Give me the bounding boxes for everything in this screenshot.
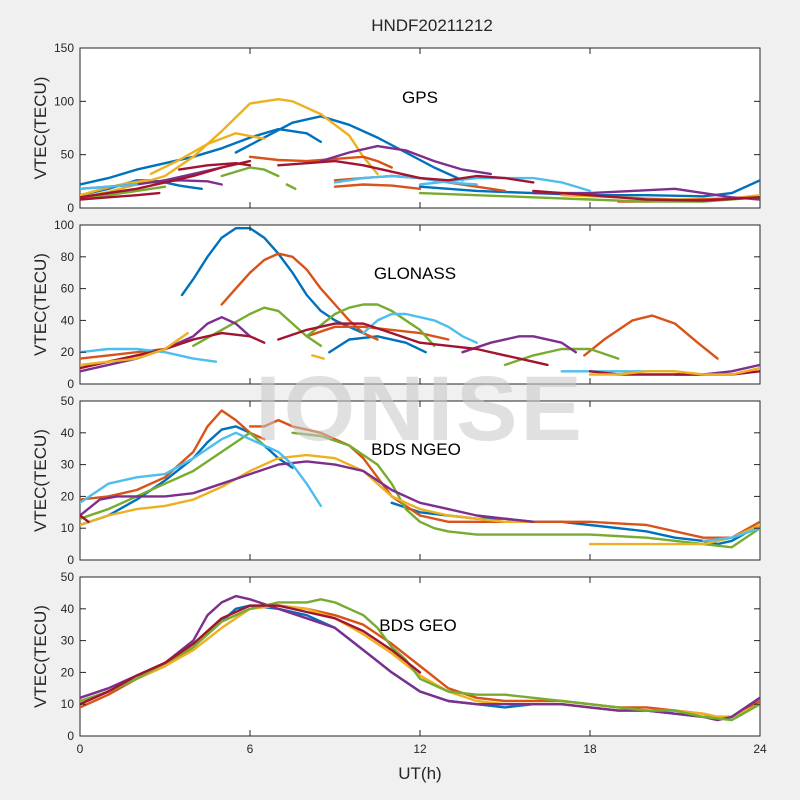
x-tick-label: 24 [753,742,767,756]
axes-box [79,400,761,561]
series-line [583,314,719,360]
y-axis-label: VTEC(TECU) [31,77,50,180]
series-line [328,335,427,354]
series-line [80,598,760,722]
series-line [418,341,549,367]
series-line [532,189,760,202]
series-line [192,306,322,347]
y-tick-label: 40 [61,313,75,327]
figure-title: HNDF20211212 [371,16,493,35]
series-line [80,347,218,363]
series-line [80,191,161,201]
y-tick-label: 100 [54,94,74,108]
series-line [285,183,297,191]
y-tick-label: 150 [54,41,74,55]
panel-annotation: BDS GEO [379,616,456,635]
y-tick-label: 100 [54,218,74,232]
series-line [80,514,90,523]
series-line [80,594,760,722]
series-line [80,453,535,527]
series-line [588,366,760,376]
axes-1: 0 20 40 60 80 100 VTEC(TECU) GLONASS [31,218,761,391]
series-line [418,176,592,193]
axes-2: 0 10 20 30 40 50 VTEC(TECU) BDS NGEO [31,394,761,567]
y-tick-label: 20 [61,665,75,679]
y-tick-label: 0 [67,377,74,391]
x-tick-label: 18 [583,742,597,756]
series-group [80,226,760,376]
y-tick-label: 0 [67,553,74,567]
y-axis-label: VTEC(TECU) [31,605,50,708]
series-line [80,604,422,706]
series-line [362,312,478,344]
series-line [177,161,252,171]
series-line [291,431,760,549]
series-line [220,166,280,178]
watermark: IONISE [255,358,585,460]
y-tick-label: 20 [61,489,75,503]
y-axis-label: VTEC(TECU) [31,429,50,532]
series-line [149,132,266,176]
panel-annotation: GLONASS [374,264,456,283]
x-tick-label: 0 [77,742,84,756]
series-line [248,155,393,169]
x-tick-label: 12 [413,742,427,756]
y-tick-label: 40 [61,426,75,440]
panel-annotation: GPS [402,88,438,107]
y-tick-label: 50 [61,148,75,162]
y-tick-label: 60 [61,282,75,296]
series-line [277,159,535,184]
series-line [80,127,322,186]
series-line [80,331,189,367]
series-line [311,354,325,360]
series-group [80,409,760,549]
y-tick-label: 50 [61,570,75,584]
y-axis-label: VTEC(TECU) [31,253,50,356]
series-line [305,303,436,347]
panel-annotation: BDS NGEO [371,440,461,459]
y-tick-label: 0 [67,201,74,215]
series-line [80,183,138,191]
y-tick-label: 20 [61,345,75,359]
series-line [418,179,760,198]
series-line [702,527,760,543]
series-group [80,97,760,203]
series-group [80,594,760,722]
axes-3: 0 6 12 18 24 0 10 20 30 40 50 VTEC(TECU) BDS GEO UT(h… [31,570,767,783]
y-tick-label: 30 [61,458,75,472]
axes-0: 0 50 100 150 VTEC(TECU) GPS [31,41,761,215]
series-line [80,431,322,508]
series-line [163,316,252,351]
y-tick-label: 0 [67,729,74,743]
y-tick-label: 80 [61,250,75,264]
y-tick-label: 50 [61,394,75,408]
y-tick-label: 10 [61,697,75,711]
series-line [532,187,760,201]
series-line [234,115,464,182]
x-tick-label: 6 [247,742,254,756]
y-tick-label: 30 [61,634,75,648]
y-tick-label: 40 [61,602,75,616]
series-line [80,159,252,199]
y-tick-label: 10 [61,521,75,535]
series-line [333,183,422,191]
series-line [277,322,422,344]
series-line [461,335,577,354]
series-line [333,174,478,186]
x-axis-label: UT(h) [398,764,441,783]
series-line [180,226,365,335]
series-line [80,409,266,501]
series-line [319,144,492,176]
